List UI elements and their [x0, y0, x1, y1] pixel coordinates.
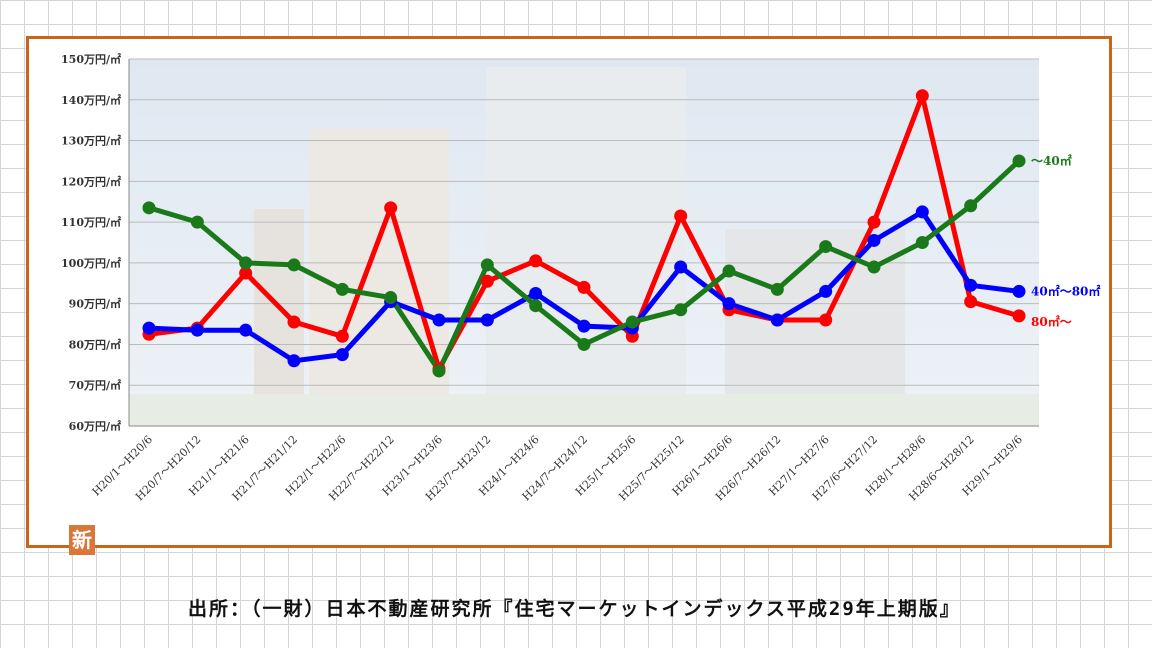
- x-axis-ticks: H20/1〜H20/6H20/7〜H20/12H21/1〜H21/6H21/7〜…: [90, 433, 1025, 503]
- y-tick-label: 90万円/㎡: [69, 297, 121, 311]
- data-point: [529, 254, 542, 267]
- data-point: [578, 281, 591, 294]
- data-point: [529, 299, 542, 312]
- data-point: [819, 240, 832, 253]
- data-point: [916, 236, 929, 249]
- data-point: [529, 287, 542, 300]
- y-tick-label: 150万円/㎡: [61, 52, 121, 66]
- y-tick-label: 60万円/㎡: [69, 419, 121, 433]
- chart-frame: 150万円/㎡ 140万円/㎡ 130万円/㎡ 120万円/㎡ 110万円/㎡ 100万円…: [26, 36, 1112, 548]
- data-point: [578, 320, 591, 333]
- data-point: [288, 316, 301, 329]
- data-point: [336, 330, 349, 343]
- line-chart: 150万円/㎡ 140万円/㎡ 130万円/㎡ 120万円/㎡ 110万円/㎡ 100万円…: [29, 39, 1109, 545]
- data-point: [1013, 285, 1026, 298]
- data-point: [964, 295, 977, 308]
- data-point: [336, 283, 349, 296]
- y-tick-label: 130万円/㎡: [61, 134, 121, 148]
- data-point: [384, 291, 397, 304]
- data-point: [868, 260, 881, 273]
- series-label: 〜40㎡: [1031, 153, 1072, 168]
- data-point: [433, 364, 446, 377]
- data-point: [191, 216, 204, 229]
- data-point: [578, 338, 591, 351]
- data-point: [433, 313, 446, 326]
- y-tick-label: 100万円/㎡: [61, 256, 121, 270]
- data-point: [964, 279, 977, 292]
- data-point: [723, 297, 736, 310]
- data-point: [674, 209, 687, 222]
- new-stamp-badge: 新: [69, 525, 95, 555]
- series-labels: 80㎡〜 40㎡〜80㎡〜40㎡: [1031, 153, 1100, 329]
- data-point: [481, 258, 494, 271]
- y-tick-label: 110万円/㎡: [61, 215, 121, 229]
- data-point: [336, 348, 349, 361]
- data-point: [868, 234, 881, 247]
- data-point: [626, 316, 639, 329]
- data-point: [723, 265, 736, 278]
- plot-background-photo: [129, 59, 1039, 426]
- y-tick-label: 120万円/㎡: [61, 174, 121, 188]
- data-point: [1013, 309, 1026, 322]
- data-point: [481, 313, 494, 326]
- data-point: [191, 324, 204, 337]
- data-point: [239, 324, 252, 337]
- y-tick-label: 70万円/㎡: [69, 378, 121, 392]
- data-point: [819, 285, 832, 298]
- data-point: [481, 275, 494, 288]
- data-point: [819, 313, 832, 326]
- data-point: [771, 283, 784, 296]
- data-point: [916, 89, 929, 102]
- data-point: [143, 322, 156, 335]
- data-point: [143, 201, 156, 214]
- data-point: [674, 303, 687, 316]
- data-point: [916, 205, 929, 218]
- data-point: [384, 201, 397, 214]
- series-label: 80㎡〜: [1031, 314, 1072, 329]
- data-point: [288, 354, 301, 367]
- data-point: [288, 258, 301, 271]
- source-caption: 出所：（一財）日本不動産研究所『住宅マーケットインデックス平成29年上期版』: [188, 594, 961, 621]
- data-point: [771, 313, 784, 326]
- data-point: [868, 216, 881, 229]
- data-point: [964, 199, 977, 212]
- series-label: 40㎡〜80㎡: [1031, 283, 1100, 298]
- y-tick-label: 140万円/㎡: [61, 93, 121, 107]
- data-point: [239, 256, 252, 269]
- data-point: [674, 260, 687, 273]
- y-axis-ticks: 150万円/㎡ 140万円/㎡ 130万円/㎡ 120万円/㎡ 110万円/㎡ 100万円…: [61, 52, 121, 433]
- data-point: [1013, 154, 1026, 167]
- y-tick-label: 80万円/㎡: [69, 337, 121, 351]
